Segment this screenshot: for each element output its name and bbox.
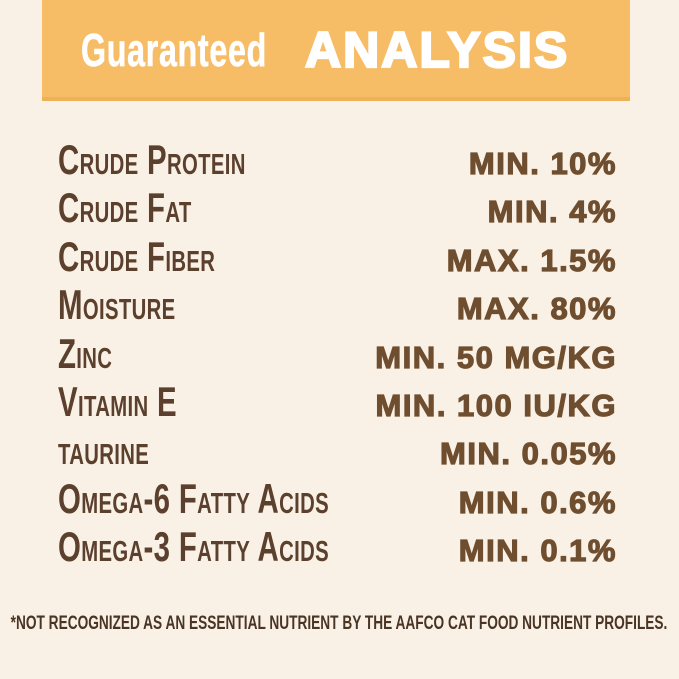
nutrient-label: Crude Protein — [58, 136, 246, 183]
nutrient-row-crude-protein: Crude Protein MIN. 10% — [58, 139, 617, 187]
nutrient-label: Omega-3 Fatty Acids — [58, 523, 329, 571]
nutrient-row-moisture: Moisture MAX. 80% — [58, 284, 617, 332]
guaranteed-analysis-banner: Guaranteed ANALYSIS — [42, 0, 630, 101]
nutrient-value: MIN. 4% — [487, 194, 617, 230]
nutrient-value: MIN. 0.05% — [439, 436, 617, 472]
nutrient-row-crude-fat: Crude Fat MIN. 4% — [58, 187, 617, 235]
nutrient-value: MIN. 10% — [468, 146, 617, 181]
nutrient-value: MIN. 50 MG/KG — [375, 339, 617, 375]
nutrient-row-taurine: taurine MIN. 0.05% — [58, 429, 617, 477]
nutrient-table: Crude Protein MIN. 10% Crude Fat MIN. 4%… — [58, 139, 617, 575]
nutrient-row-vitamin-e: Vitamin E MIN. 100 IU/KG — [58, 377, 617, 429]
nutrient-value: MAX. 1.5% — [446, 242, 617, 278]
nutrient-value: MIN. 100 IU/KG — [375, 387, 617, 423]
nutrient-label: taurine — [58, 426, 150, 474]
nutrient-row-crude-fiber: Crude Fiber MAX. 1.5% — [58, 232, 617, 284]
aafco-footnote: *NOT RECOGNIZED AS AN ESSENTIAL NUTRIENT… — [0, 614, 679, 633]
nutrient-row-zinc: Zinc MIN. 50 MG/KG — [58, 329, 617, 381]
nutrient-label: Moisture — [58, 281, 176, 329]
nutrient-label: Vitamin E — [58, 377, 177, 425]
nutrient-value: MAX. 80% — [456, 291, 617, 327]
aafco-footnote-text: *NOT RECOGNIZED AS AN ESSENTIAL NUTRIENT… — [11, 613, 668, 634]
nutrient-label: Omega-6 Fatty Acids — [58, 474, 329, 522]
nutrient-row-omega-3: Omega-3 Fatty Acids MIN. 0.1% — [58, 526, 617, 574]
nutrient-label: Crude Fat — [58, 184, 192, 232]
nutrient-label: Zinc — [58, 329, 113, 377]
nutrient-label: Crude Fiber — [58, 232, 216, 280]
nutrient-row-omega-6: Omega-6 Fatty Acids MIN. 0.6% — [58, 474, 617, 526]
nutrient-value: MIN. 0.1% — [458, 533, 617, 569]
nutrient-value: MIN. 0.6% — [458, 484, 617, 520]
banner-word-guaranteed: Guaranteed — [81, 23, 267, 76]
banner-word-analysis: ANALYSIS — [304, 21, 570, 78]
